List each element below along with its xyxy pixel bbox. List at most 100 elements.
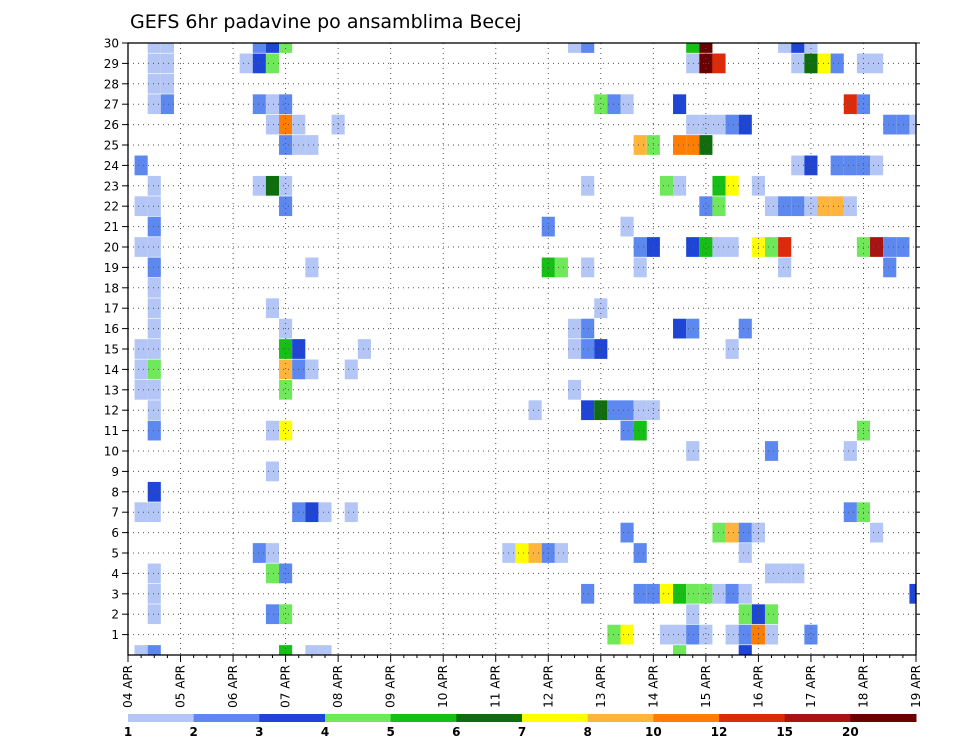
heatmap-cell — [699, 135, 713, 155]
heatmap-cell — [515, 543, 529, 563]
colorbar-label: 6 — [452, 725, 460, 739]
heatmap-cell — [817, 53, 831, 74]
heatmap-cell — [147, 339, 161, 359]
colorbar-segment — [128, 714, 195, 722]
colorbar-label: 2 — [189, 725, 197, 739]
heatmap-cell — [581, 43, 595, 53]
colorbar-label: 1 — [124, 725, 132, 739]
y-tick-label: 15 — [104, 343, 119, 357]
heatmap-cell — [265, 543, 280, 563]
heatmap-cell — [147, 359, 161, 380]
heatmap-cell — [633, 543, 647, 563]
heatmap-cell — [134, 339, 148, 359]
heatmap-cell — [738, 645, 752, 655]
heatmap-cell — [778, 43, 792, 53]
heatmap-cell — [896, 237, 910, 257]
heatmap-cell — [883, 237, 897, 257]
heatmap-cell — [147, 400, 161, 421]
heatmap-cell — [791, 196, 805, 217]
y-tick-label: 28 — [104, 77, 119, 91]
heatmap-cell — [265, 461, 280, 482]
heatmap-cell — [673, 583, 687, 604]
heatmap-cell — [567, 379, 582, 400]
x-tick-label: 17 APR — [804, 665, 818, 708]
heatmap-cell — [699, 624, 713, 645]
heatmap-cell — [804, 196, 818, 217]
heatmap-cell — [633, 400, 647, 421]
heatmap-cell — [160, 94, 174, 115]
grid — [128, 42, 916, 655]
x-tick-label: 19 APR — [909, 665, 923, 708]
heatmap-cell — [791, 563, 805, 584]
heatmap-cell — [147, 43, 161, 53]
y-tick-label: 25 — [104, 139, 119, 153]
heatmap-cell — [147, 237, 161, 257]
heatmap-cell — [686, 135, 700, 155]
heatmap-cell — [594, 94, 608, 115]
heatmap-cell — [279, 94, 293, 115]
heatmap-cell — [830, 155, 844, 176]
x-tick-label: 14 APR — [646, 665, 660, 708]
heatmap-cell — [134, 237, 148, 257]
heatmap-cell — [764, 196, 779, 217]
heatmap-cell — [147, 318, 161, 339]
heatmap-cell — [673, 175, 687, 196]
y-tick-label: 29 — [104, 57, 119, 71]
heatmap-cell — [725, 339, 739, 359]
heatmap-cell — [344, 502, 358, 523]
heatmap-cell — [279, 114, 293, 135]
heatmap-cell — [673, 318, 687, 339]
heatmap-cell — [843, 94, 857, 115]
heatmap-cell — [239, 53, 253, 74]
heatmap-cell — [318, 645, 332, 655]
heatmap-cell — [279, 135, 293, 155]
heatmap-cell — [567, 43, 582, 53]
heatmap-cell — [554, 543, 568, 563]
heatmap-cell — [909, 583, 916, 604]
heatmap-cell — [581, 175, 595, 196]
colorbar: 1 2 3 4 5 6 7 8 10 12 15 20 — [124, 714, 917, 739]
colorbar-segment — [522, 714, 589, 722]
heatmap-cell — [738, 624, 752, 645]
y-tick-label: 13 — [104, 383, 119, 397]
colorbar-segment — [784, 714, 851, 722]
heatmap-cell — [725, 175, 739, 196]
heatmap-cell — [620, 522, 634, 543]
y-tick-label: 4 — [111, 567, 119, 581]
heatmap-cell — [870, 522, 884, 543]
heatmap-cell — [134, 379, 148, 400]
heatmap-cell — [725, 583, 739, 604]
heatmap-cell — [817, 196, 831, 217]
y-tick-label: 23 — [104, 179, 119, 193]
y-tick-label: 3 — [111, 587, 119, 601]
heatmap-cell — [147, 216, 161, 237]
heatmap-cell — [279, 359, 293, 380]
heatmap-cell — [883, 114, 897, 135]
y-tick-label: 12 — [104, 404, 119, 418]
heatmap-cell — [699, 114, 713, 135]
heatmap-cell — [778, 257, 792, 278]
colorbar-segment — [325, 714, 392, 722]
heatmap-cell — [147, 257, 161, 278]
heatmap-cell — [686, 583, 700, 604]
colorbar-label: 5 — [386, 725, 394, 739]
heatmap-cell — [147, 645, 161, 655]
heatmap-cell — [305, 502, 319, 523]
heatmap-cell — [265, 298, 280, 319]
colorbar-segment — [193, 714, 260, 722]
colorbar-segment — [719, 714, 786, 722]
heatmap-cell — [160, 73, 174, 94]
heatmap-cell — [686, 43, 700, 53]
heatmap-cell — [265, 114, 280, 135]
heatmap-cell — [265, 43, 280, 53]
colorbar-segment — [850, 714, 917, 722]
y-tick-label: 2 — [111, 608, 119, 622]
heatmap-cell — [147, 420, 161, 441]
y-tick-label: 9 — [111, 465, 119, 479]
heatmap-cell — [633, 135, 647, 155]
heatmap-cell — [791, 155, 805, 176]
heatmap-cell — [673, 135, 687, 155]
y-tick-label: 24 — [104, 159, 119, 173]
heatmap-cell — [778, 196, 792, 217]
heatmap-cell — [528, 543, 542, 563]
